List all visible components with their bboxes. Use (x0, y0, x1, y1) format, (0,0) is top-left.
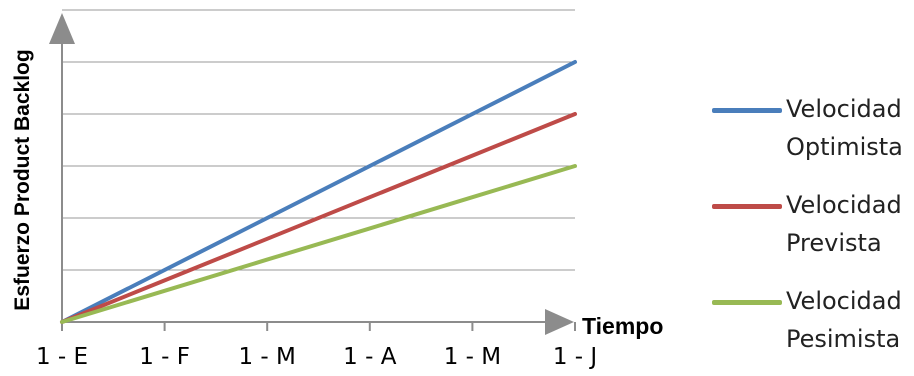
x-axis-title: Tiempo (582, 313, 663, 339)
x-tick-label: 1 - M (444, 344, 501, 370)
legend-label: Velocidad Prevista (786, 191, 902, 257)
x-tick-label: 1 - J (553, 344, 597, 370)
x-tick-label: 1 - E (36, 344, 88, 370)
x-tick-marks (61, 322, 576, 331)
y-axis-title: Esfuerzo Product Backlog (11, 49, 34, 310)
x-tick-label: 1 - M (238, 344, 295, 370)
y-axis-arrow-icon (49, 13, 75, 44)
chart-legend: Velocidad Optimista Velocidad Prevista Veloc… (712, 88, 912, 376)
legend-item: Velocidad Optimista (712, 88, 912, 184)
x-tick-label: 1 - A (343, 344, 397, 370)
x-axis-arrow-icon (545, 309, 574, 335)
series-line (60, 60, 577, 324)
series-lines (60, 60, 577, 324)
gridlines (62, 9, 575, 271)
series-line (60, 164, 577, 324)
legend-swatch (712, 108, 782, 113)
series-line (60, 112, 577, 324)
x-tick-labels: 1 - E 1 - F 1 - M 1 - A 1 - M 1 - J (36, 344, 597, 370)
legend-label: Velocidad Optimista (786, 95, 903, 161)
x-tick-label: 1 - F (139, 344, 190, 370)
legend-item: Velocidad Prevista (712, 184, 912, 280)
legend-item: Velocidad Pesimista (712, 280, 912, 376)
legend-swatch (712, 204, 782, 209)
legend-label: Velocidad Pesimista (786, 287, 902, 353)
legend-swatch (712, 300, 782, 305)
